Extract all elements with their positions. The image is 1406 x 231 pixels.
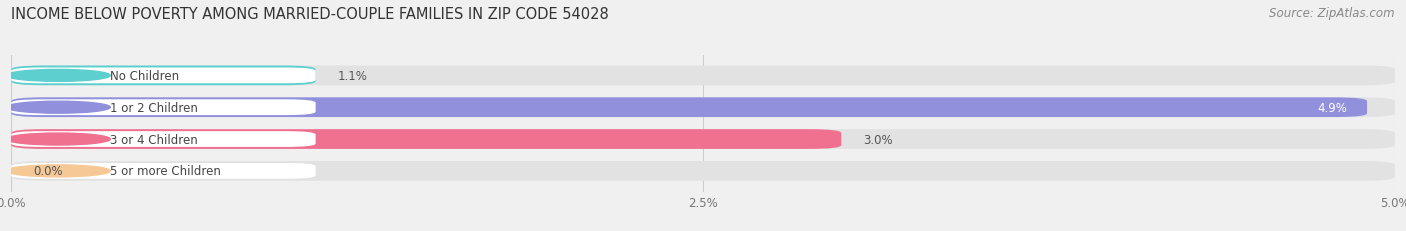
FancyBboxPatch shape bbox=[11, 98, 1395, 118]
FancyBboxPatch shape bbox=[11, 132, 315, 147]
Text: No Children: No Children bbox=[110, 70, 180, 82]
Circle shape bbox=[6, 102, 110, 114]
FancyBboxPatch shape bbox=[11, 66, 1395, 86]
FancyBboxPatch shape bbox=[11, 130, 1395, 149]
FancyBboxPatch shape bbox=[11, 100, 315, 116]
Text: 5 or more Children: 5 or more Children bbox=[110, 165, 221, 178]
Text: 0.0%: 0.0% bbox=[34, 165, 63, 178]
FancyBboxPatch shape bbox=[11, 161, 1395, 181]
FancyBboxPatch shape bbox=[11, 68, 315, 84]
Text: 4.9%: 4.9% bbox=[1317, 101, 1348, 114]
FancyBboxPatch shape bbox=[11, 163, 315, 179]
Circle shape bbox=[6, 165, 110, 177]
FancyBboxPatch shape bbox=[11, 98, 1367, 118]
Circle shape bbox=[6, 70, 110, 82]
Text: Source: ZipAtlas.com: Source: ZipAtlas.com bbox=[1270, 7, 1395, 20]
Text: INCOME BELOW POVERTY AMONG MARRIED-COUPLE FAMILIES IN ZIP CODE 54028: INCOME BELOW POVERTY AMONG MARRIED-COUPL… bbox=[11, 7, 609, 22]
FancyBboxPatch shape bbox=[11, 66, 315, 86]
Text: 3 or 4 Children: 3 or 4 Children bbox=[110, 133, 198, 146]
Text: 1.1%: 1.1% bbox=[337, 70, 367, 82]
Text: 3.0%: 3.0% bbox=[863, 133, 893, 146]
FancyBboxPatch shape bbox=[11, 130, 841, 149]
Text: 1 or 2 Children: 1 or 2 Children bbox=[110, 101, 198, 114]
Circle shape bbox=[6, 134, 110, 145]
